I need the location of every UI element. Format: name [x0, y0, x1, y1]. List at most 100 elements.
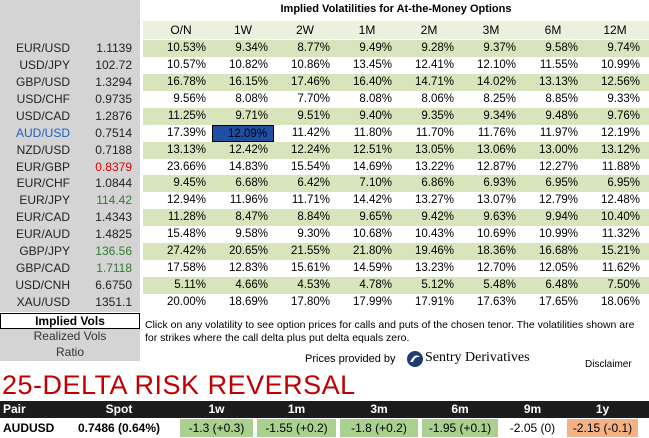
vol-cell[interactable]: 17.39%: [166, 126, 206, 139]
vol-cell[interactable]: 8.08%: [235, 92, 268, 105]
vol-cell[interactable]: 11.71%: [291, 194, 330, 207]
vol-cell[interactable]: 17.65%: [538, 295, 578, 308]
vol-cell[interactable]: 9.34%: [483, 109, 516, 122]
vol-cell[interactable]: 8.06%: [421, 92, 454, 105]
vol-cell[interactable]: 12.19%: [600, 126, 640, 139]
vol-cell[interactable]: 14.71%: [414, 75, 454, 88]
pair-label[interactable]: EUR/CHF: [16, 176, 70, 191]
vol-cell[interactable]: 11.32%: [601, 228, 640, 241]
vol-cell[interactable]: 5.12%: [421, 279, 454, 292]
vol-cell[interactable]: 9.76%: [607, 109, 640, 122]
vol-cell[interactable]: 17.46%: [290, 75, 330, 88]
vol-cell[interactable]: 10.43%: [414, 228, 454, 241]
vol-cell[interactable]: 9.48%: [545, 109, 578, 122]
pair-label[interactable]: GBP/USD: [15, 74, 70, 89]
vol-cell[interactable]: 16.15%: [228, 75, 268, 88]
vol-cell[interactable]: 11.80%: [353, 126, 392, 139]
vol-cell[interactable]: 13.05%: [414, 143, 454, 156]
pair-label[interactable]: USD/CHF: [16, 91, 70, 106]
vol-cell[interactable]: 9.35%: [421, 109, 454, 122]
vol-cell[interactable]: 14.59%: [352, 262, 392, 275]
vol-cell[interactable]: 9.63%: [483, 211, 516, 224]
vol-cell[interactable]: 18.06%: [600, 295, 640, 308]
vol-cell[interactable]: 7.70%: [297, 92, 330, 105]
vol-cell[interactable]: 6.95%: [607, 177, 640, 190]
vol-cell[interactable]: 15.54%: [290, 160, 330, 173]
vol-cell[interactable]: 8.85%: [545, 92, 578, 105]
vol-cell[interactable]: 15.61%: [290, 262, 330, 275]
vol-cell[interactable]: 12.83%: [228, 262, 268, 275]
vol-cell[interactable]: 12.10%: [476, 58, 516, 71]
vol-cell[interactable]: 21.80%: [352, 245, 392, 258]
vol-cell[interactable]: 12.87%: [476, 160, 516, 173]
vol-cell[interactable]: 13.23%: [414, 262, 454, 275]
vol-cell[interactable]: 12.41%: [414, 58, 454, 71]
vol-cell[interactable]: 9.28%: [421, 42, 454, 54]
vol-cell[interactable]: 10.86%: [290, 58, 330, 71]
vol-cell[interactable]: 9.94%: [545, 211, 578, 224]
vol-cell[interactable]: 11.28%: [167, 211, 206, 224]
vol-cell[interactable]: 13.13%: [166, 143, 206, 156]
vol-cell[interactable]: 7.10%: [359, 177, 392, 190]
disclaimer-link[interactable]: Disclaimer: [585, 359, 632, 370]
vol-cell[interactable]: 13.12%: [600, 143, 640, 156]
vol-cell[interactable]: 9.37%: [483, 42, 516, 54]
vol-cell[interactable]: 13.13%: [538, 75, 578, 88]
vol-cell[interactable]: 9.33%: [607, 92, 640, 105]
vol-cell[interactable]: 5.48%: [483, 279, 516, 292]
vol-cell[interactable]: 8.08%: [359, 92, 392, 105]
pair-label[interactable]: USD/CAD: [15, 108, 70, 123]
vol-cell[interactable]: 11.42%: [291, 126, 330, 139]
vol-cell[interactable]: 11.25%: [167, 109, 206, 122]
pair-label[interactable]: XAU/USD: [16, 294, 70, 309]
vol-cell[interactable]: 13.07%: [476, 194, 516, 207]
vol-cell[interactable]: 12.94%: [166, 194, 206, 207]
pair-label[interactable]: GBP/CAD: [15, 261, 70, 276]
vol-cell[interactable]: 11.76%: [477, 126, 516, 139]
vol-cell[interactable]: 12.42%: [228, 143, 268, 156]
menu-item[interactable]: Realized Vols: [0, 329, 140, 345]
pair-label[interactable]: EUR/JPY: [19, 193, 70, 208]
vol-cell[interactable]: 5.11%: [174, 279, 206, 292]
vol-cell[interactable]: 16.68%: [538, 245, 578, 258]
vol-cell[interactable]: 17.58%: [166, 262, 206, 275]
vol-cell[interactable]: 14.42%: [352, 194, 392, 207]
pair-label[interactable]: GBP/JPY: [19, 244, 70, 259]
vol-cell[interactable]: 9.71%: [235, 109, 268, 122]
vol-cell[interactable]: 27.42%: [166, 245, 206, 258]
vol-cell[interactable]: 15.21%: [600, 245, 640, 258]
vol-cell[interactable]: 14.69%: [352, 160, 392, 173]
vol-cell[interactable]: 12.56%: [600, 75, 640, 88]
vol-cell[interactable]: 12.48%: [600, 194, 640, 207]
vol-cell[interactable]: 9.58%: [235, 228, 268, 241]
vol-cell[interactable]: 13.27%: [414, 194, 454, 207]
vol-cell[interactable]: 17.99%: [352, 295, 392, 308]
vol-cell[interactable]: 6.68%: [235, 177, 268, 190]
vol-cell[interactable]: 11.70%: [415, 126, 454, 139]
vol-cell[interactable]: 6.42%: [297, 177, 330, 190]
vol-cell[interactable]: 9.65%: [359, 211, 392, 224]
vol-cell[interactable]: 17.63%: [476, 295, 516, 308]
pair-label[interactable]: EUR/AUD: [15, 227, 70, 242]
vol-cell[interactable]: 20.65%: [228, 245, 268, 258]
vol-cell[interactable]: 12.24%: [290, 143, 330, 156]
vol-cell[interactable]: 11.62%: [601, 262, 640, 275]
vol-cell[interactable]: 12.51%: [352, 143, 392, 156]
vol-cell[interactable]: 12.09%: [212, 124, 274, 142]
vol-cell[interactable]: 12.70%: [476, 262, 516, 275]
vol-cell[interactable]: 7.50%: [607, 279, 640, 292]
vol-cell[interactable]: 10.57%: [166, 58, 206, 71]
vol-cell[interactable]: 14.02%: [476, 75, 516, 88]
vol-cell[interactable]: 6.95%: [545, 177, 578, 190]
menu-item[interactable]: Ratio: [0, 345, 140, 361]
vol-cell[interactable]: 10.82%: [228, 58, 268, 71]
vol-cell[interactable]: 21.55%: [290, 245, 330, 258]
vol-cell[interactable]: 13.45%: [352, 58, 392, 71]
vol-cell[interactable]: 9.40%: [359, 109, 392, 122]
pair-label[interactable]: NZD/USD: [16, 142, 70, 157]
vol-cell[interactable]: 10.69%: [476, 228, 516, 241]
vol-cell[interactable]: 10.53%: [166, 42, 206, 54]
vol-cell[interactable]: 8.47%: [235, 211, 268, 224]
vol-cell[interactable]: 8.84%: [297, 211, 330, 224]
vol-cell[interactable]: 9.42%: [421, 211, 454, 224]
